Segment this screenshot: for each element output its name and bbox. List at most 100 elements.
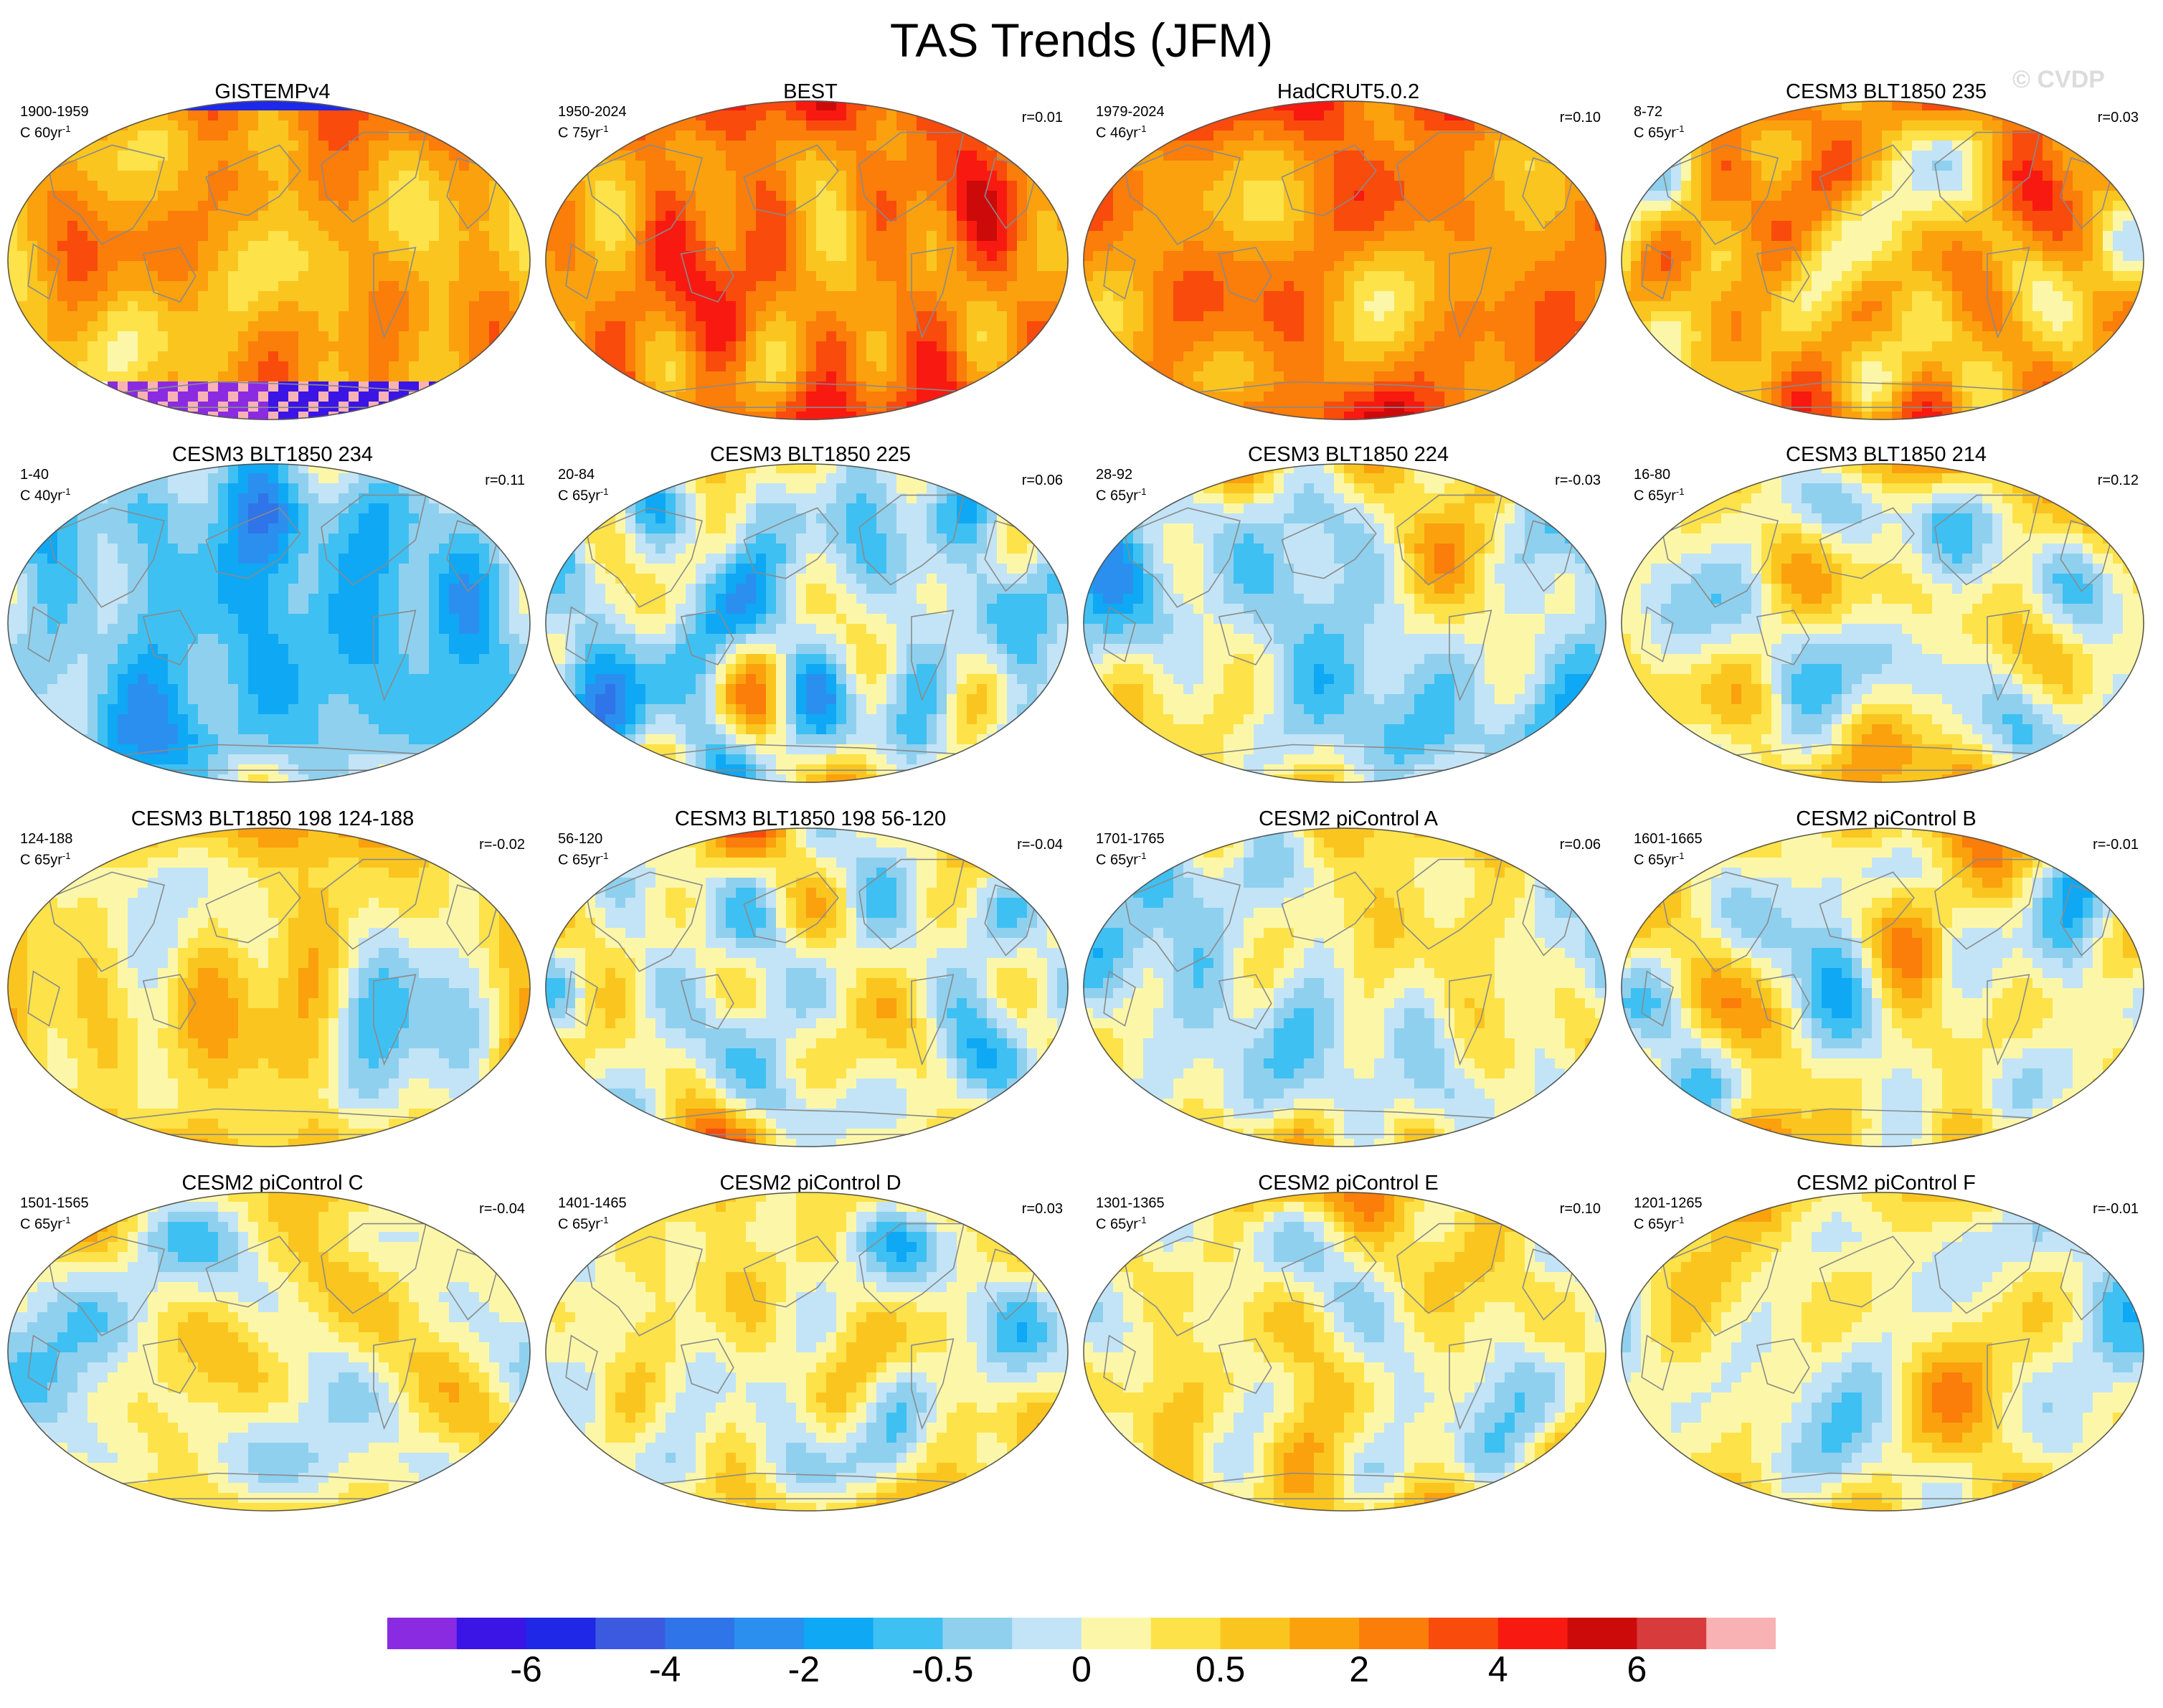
continent-outline <box>142 974 197 1030</box>
continent-outline <box>321 131 427 223</box>
map-border <box>545 827 1069 1147</box>
continent-outline <box>1641 970 1674 1027</box>
continent-outline <box>911 247 955 339</box>
panel-units-text: C 60yr <box>20 125 62 141</box>
panel-units-text: C 65yr <box>558 853 600 868</box>
continent-outline <box>1987 609 2030 702</box>
panel-title: CESM2 piControl C <box>7 1170 538 1196</box>
panel-units: C 65yr-1 <box>1096 848 1146 869</box>
continent-outline <box>1662 507 1779 608</box>
continent-outline <box>1662 144 1779 245</box>
panel-correlation: r=0.10 <box>1560 1200 1601 1218</box>
trend-map <box>1083 100 1606 420</box>
panel-units: C 65yr-1 <box>558 483 608 505</box>
colorbar-swatch <box>1012 1618 1082 1649</box>
continent-outline <box>48 507 165 608</box>
continent-outline <box>1281 507 1377 579</box>
panel-title: GISTEMPv4 <box>7 79 538 105</box>
panel-units-text: C 65yr <box>558 1217 600 1233</box>
panel-units: C 65yr-1 <box>1096 483 1146 505</box>
continent-outline <box>911 1338 955 1431</box>
trend-map <box>545 1192 1069 1512</box>
continent-outline <box>27 1334 60 1391</box>
continent-outline <box>27 970 60 1027</box>
panel-period: 1701-1765 <box>1096 830 1165 848</box>
continent-outline <box>27 606 60 663</box>
colorbar-swatch <box>387 1618 458 1649</box>
map-panel: CESM3 BLT1850 225 20-84 C 65yr-1 r=0.06 <box>545 442 1076 784</box>
continent-outline <box>911 974 955 1066</box>
continent-outline <box>142 1338 197 1394</box>
map-panel: CESM2 piControl C 1501-1565 C 65yr-1 r=-0.0… <box>7 1170 538 1513</box>
colorbar-swatch <box>1637 1618 1707 1649</box>
panel-units-text: C 65yr <box>1096 1217 1138 1233</box>
map-border <box>1621 100 2144 420</box>
units-exponent: -1 <box>1138 1215 1147 1225</box>
panel-units-text: C 65yr <box>1634 125 1676 141</box>
continent-outline <box>48 1235 165 1337</box>
continent-outline <box>27 243 60 300</box>
panel-units-text: C 65yr <box>1634 853 1676 868</box>
colorbar-swatch <box>665 1618 735 1649</box>
map-border <box>545 1192 1069 1512</box>
trend-map <box>545 463 1069 783</box>
panel-units: C 60yr-1 <box>20 120 70 142</box>
trend-map <box>545 827 1069 1147</box>
trend-map <box>7 827 531 1147</box>
colorbar-tick-label: 0.5 <box>1196 1648 1246 1691</box>
panel-period: 1401-1465 <box>558 1195 627 1212</box>
continent-outline <box>1103 1334 1136 1391</box>
continent-outline <box>1281 871 1377 944</box>
units-exponent: -1 <box>1676 486 1685 497</box>
units-exponent: -1 <box>62 850 71 861</box>
continent-outline <box>1449 247 1492 339</box>
panel-title: CESM3 BLT1850 198 124-188 <box>7 806 538 832</box>
panel-title: CESM3 BLT1850 225 <box>545 442 1076 468</box>
panel-units: C 65yr-1 <box>1634 483 1684 505</box>
continent-outline <box>1218 1338 1272 1394</box>
panel-correlation: r=-0.01 <box>2093 1200 2139 1218</box>
trend-map <box>1621 100 2144 420</box>
units-exponent: -1 <box>1676 850 1685 861</box>
panel-title: CESM3 BLT1850 214 <box>1621 442 2152 468</box>
map-border <box>7 1192 531 1512</box>
continent-outline <box>1662 871 1779 972</box>
panel-units-text: C 65yr <box>1096 853 1138 868</box>
map-panel: CESM3 BLT1850 224 28-92 C 65yr-1 r=-0.03 <box>1083 442 1614 784</box>
units-exponent: -1 <box>600 123 609 134</box>
colorbar-swatch <box>1150 1618 1221 1649</box>
continent-outline <box>205 871 301 944</box>
panel-correlation: r=0.06 <box>1560 836 1601 853</box>
continent-outline <box>680 974 734 1030</box>
colorbar-tick-label: -4 <box>649 1648 681 1691</box>
continent-outline <box>586 144 703 245</box>
panel-units: C 65yr-1 <box>558 1212 608 1233</box>
panel-period: 1501-1565 <box>20 1195 89 1212</box>
units-exponent: -1 <box>62 123 71 134</box>
panel-correlation: r=0.01 <box>1022 109 1063 126</box>
map-border <box>1083 100 1606 420</box>
colorbar <box>387 1618 1776 1649</box>
continent-outline <box>142 247 197 303</box>
map-panel: CESM3 BLT1850 198 124-188 124-188 C 65yr-1… <box>7 806 538 1149</box>
continent-outline <box>680 247 734 303</box>
map-border <box>545 100 1069 420</box>
continent-outline <box>1103 606 1136 663</box>
units-exponent: -1 <box>62 486 71 497</box>
colorbar-tick-label: -2 <box>788 1648 820 1691</box>
panel-units-text: C 75yr <box>558 125 600 141</box>
continent-outline <box>1218 974 1272 1030</box>
map-panel: CESM3 BLT1850 214 16-80 C 65yr-1 r=0.12 <box>1621 442 2152 784</box>
panel-period: 1950-2024 <box>558 103 627 120</box>
continent-outline <box>1218 247 1272 303</box>
panel-units-text: C 40yr <box>20 488 62 504</box>
units-exponent: -1 <box>62 1215 71 1225</box>
continent-outline <box>680 609 734 665</box>
continent-outline <box>1756 974 1810 1030</box>
continent-outline <box>1396 494 1503 586</box>
colorbar-tick-label: 6 <box>1627 1648 1647 1691</box>
units-exponent: -1 <box>600 486 609 497</box>
map-border <box>7 100 531 420</box>
colorbar-swatch <box>1497 1618 1568 1649</box>
map-border <box>545 463 1069 783</box>
